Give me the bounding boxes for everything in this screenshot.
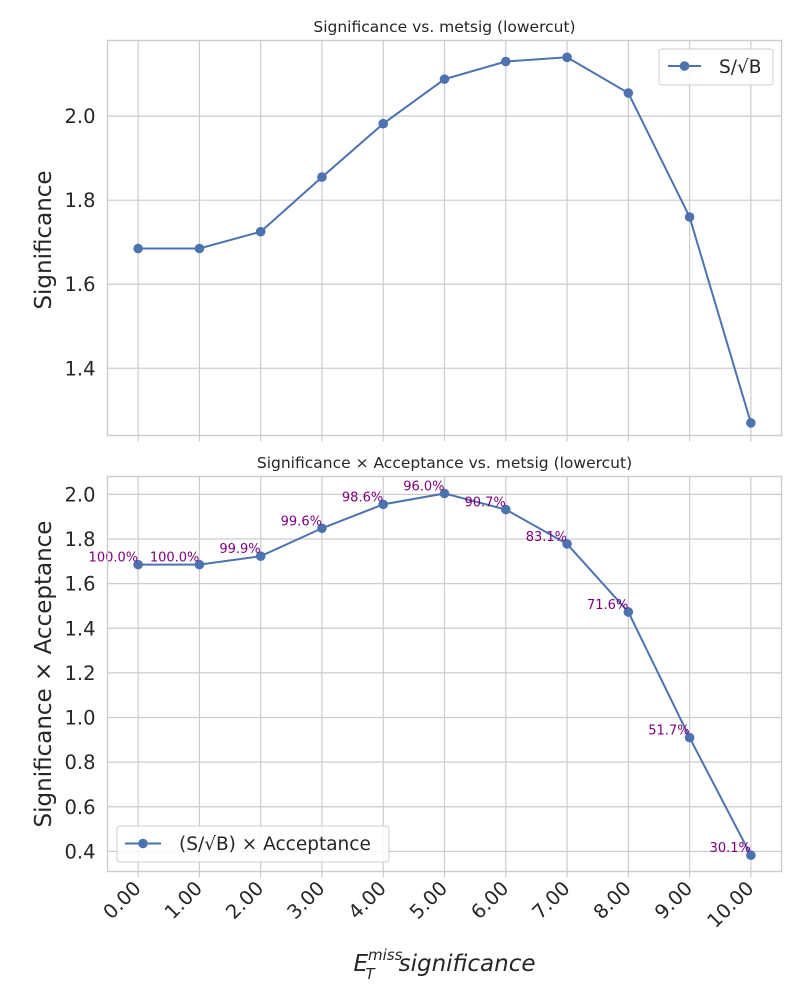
- data-point: [562, 539, 572, 549]
- x-tick-label: 2.00: [221, 877, 268, 924]
- acceptance-annotation: 96.0%: [403, 479, 444, 494]
- y-tick-label: 1.2: [64, 662, 95, 685]
- y-tick-label: 1.6: [64, 573, 95, 596]
- y-tick-label: 0.8: [64, 751, 95, 774]
- x-tick-label: 0.00: [99, 877, 146, 924]
- data-point: [623, 88, 634, 98]
- y-tick-label: 2.0: [64, 105, 95, 128]
- acceptance-annotation: 83.1%: [526, 530, 567, 545]
- acceptance-annotation: 100.0%: [89, 551, 139, 566]
- top-chart-y-axis-label: Significance: [31, 170, 57, 309]
- x-tick-label: 10.00: [703, 877, 759, 933]
- data-point: [623, 607, 634, 617]
- data-point: [746, 418, 756, 428]
- x-tick-label: 6.00: [466, 877, 513, 924]
- x-tick-label: 9.00: [650, 877, 697, 924]
- data-point: [194, 243, 205, 254]
- y-tick-label: 0.4: [64, 840, 95, 863]
- x-tick-label: 1.00: [160, 877, 207, 924]
- data-point: [684, 212, 695, 222]
- data-point: [378, 499, 389, 510]
- data-point: [439, 488, 450, 499]
- x-tick-label: 4.00: [344, 877, 391, 924]
- x-axis-label-base: E: [353, 951, 368, 977]
- acceptance-annotation: 30.1%: [710, 841, 751, 856]
- top-chart-title: Significance vs. metsig (lowercut): [313, 18, 575, 36]
- acceptance-annotation: 100.0%: [150, 551, 200, 566]
- top-chart-x-ticks: [137, 435, 752, 442]
- top-chart-panel: Significance vs. metsig (lowercut) 1.41.…: [31, 18, 783, 442]
- top-chart-y-ticks: 1.4 1.6 1.8 2.0: [64, 105, 95, 380]
- data-point: [194, 559, 205, 570]
- top-chart-series: [133, 52, 756, 428]
- acceptance-annotation: 51.7%: [648, 724, 689, 739]
- data-point: [746, 850, 756, 861]
- bottom-chart-series: [133, 488, 756, 861]
- y-tick-label: 1.8: [64, 528, 95, 551]
- x-axis-label-text: significance: [399, 951, 536, 977]
- data-point: [500, 504, 511, 515]
- acceptance-annotation: 71.6%: [587, 598, 628, 613]
- data-point: [255, 551, 266, 561]
- y-tick-label: 1.8: [64, 189, 95, 212]
- bottom-chart-y-ticks: 0.4 0.6 0.8 1.0 1.2 1.4 1.6 1.8 2.0: [64, 483, 95, 863]
- y-tick-label: 1.4: [64, 617, 95, 640]
- bottom-chart-legend: (S/√B) × Acceptance: [116, 825, 390, 863]
- data-point: [684, 732, 695, 743]
- bottom-chart-y-axis-label: Significance × Acceptance: [31, 521, 57, 828]
- bottom-legend-label: (S/√B) × Acceptance: [179, 834, 371, 855]
- data-point: [133, 243, 143, 254]
- x-tick-label: 7.00: [528, 877, 575, 924]
- acceptance-annotation: 99.6%: [281, 514, 322, 529]
- bottom-legend-box: [116, 825, 390, 863]
- acceptance-annotation: 98.6%: [342, 490, 383, 505]
- data-point: [378, 118, 389, 129]
- x-axis-label-superscript: miss: [368, 946, 403, 964]
- top-chart-frame: [106, 39, 783, 437]
- bottom-chart-annotations: 100.0% 100.0% 99.9% 99.6% 98.6% 96.0% 90.7% 83.…: [89, 479, 751, 856]
- acceptance-annotation: 90.7%: [464, 496, 505, 511]
- x-tick-label: 8.00: [589, 877, 636, 924]
- data-point: [439, 74, 450, 84]
- top-chart-grid: [107, 40, 782, 436]
- data-point: [133, 559, 143, 570]
- y-tick-label: 0.6: [64, 796, 95, 819]
- x-axis-label-subscript: T: [365, 965, 376, 983]
- top-legend-box: [658, 48, 774, 86]
- bottom-chart-x-ticks: 0.00 1.00 2.00 3.00 4.00 5.00 6.00 7.00 8.00 9.00…: [99, 871, 759, 933]
- bottom-legend-marker: [138, 838, 148, 849]
- bottom-chart-panel: Significance × Acceptance vs. metsig (lo…: [31, 454, 783, 983]
- bottom-chart-title: Significance × Acceptance vs. metsig (lo…: [257, 454, 632, 472]
- data-point: [255, 226, 266, 237]
- bottom-chart-frame: [106, 475, 783, 873]
- top-chart-legend: S/√B: [658, 48, 774, 86]
- top-legend-label: S/√B: [719, 57, 761, 78]
- data-point: [317, 172, 327, 182]
- data-point: [562, 52, 572, 63]
- bottom-chart-grid: [107, 476, 782, 872]
- data-point: [317, 523, 327, 534]
- y-tick-label: 1.6: [64, 273, 95, 296]
- y-tick-label: 2.0: [64, 483, 95, 506]
- data-point: [500, 56, 511, 67]
- x-tick-label: 3.00: [283, 877, 330, 924]
- acceptance-annotation: 99.9%: [219, 542, 260, 557]
- x-tick-label: 5.00: [405, 877, 452, 924]
- y-tick-label: 1.0: [64, 707, 95, 730]
- top-legend-marker: [679, 61, 690, 71]
- y-tick-label: 1.4: [64, 357, 95, 380]
